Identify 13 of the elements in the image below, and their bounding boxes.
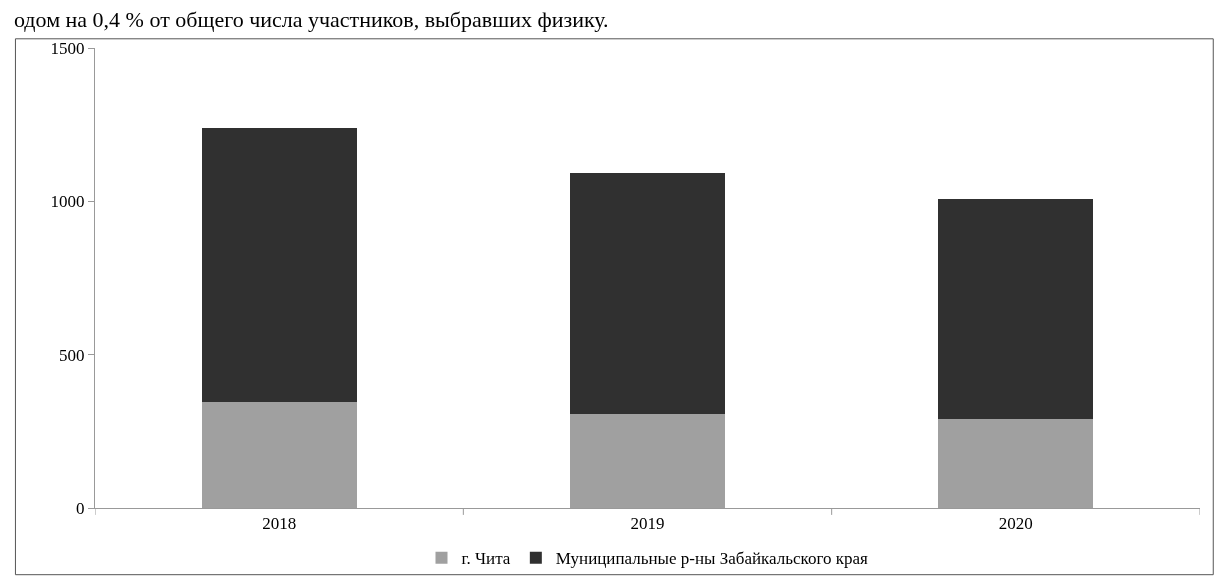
legend-label: г. Чита	[461, 549, 511, 569]
text: одом на 0,4 % от общего числа участников, выбравших физику.	[14, 7, 609, 32]
x-tick-label: 2018	[262, 514, 297, 534]
legend-label: Муниципальные р-ны Забайкальского края	[555, 549, 869, 569]
bar	[201, 128, 357, 402]
bar	[570, 172, 725, 414]
x-tick-label: 2019	[630, 514, 665, 534]
y-tick-label: 1500	[50, 38, 85, 58]
bar	[938, 198, 1094, 419]
y-tick-label: 0	[76, 498, 85, 518]
y-tick-label: 500	[59, 345, 85, 365]
y-tick-label: 1000	[50, 192, 85, 212]
x-tick-label: 2020	[998, 514, 1033, 534]
